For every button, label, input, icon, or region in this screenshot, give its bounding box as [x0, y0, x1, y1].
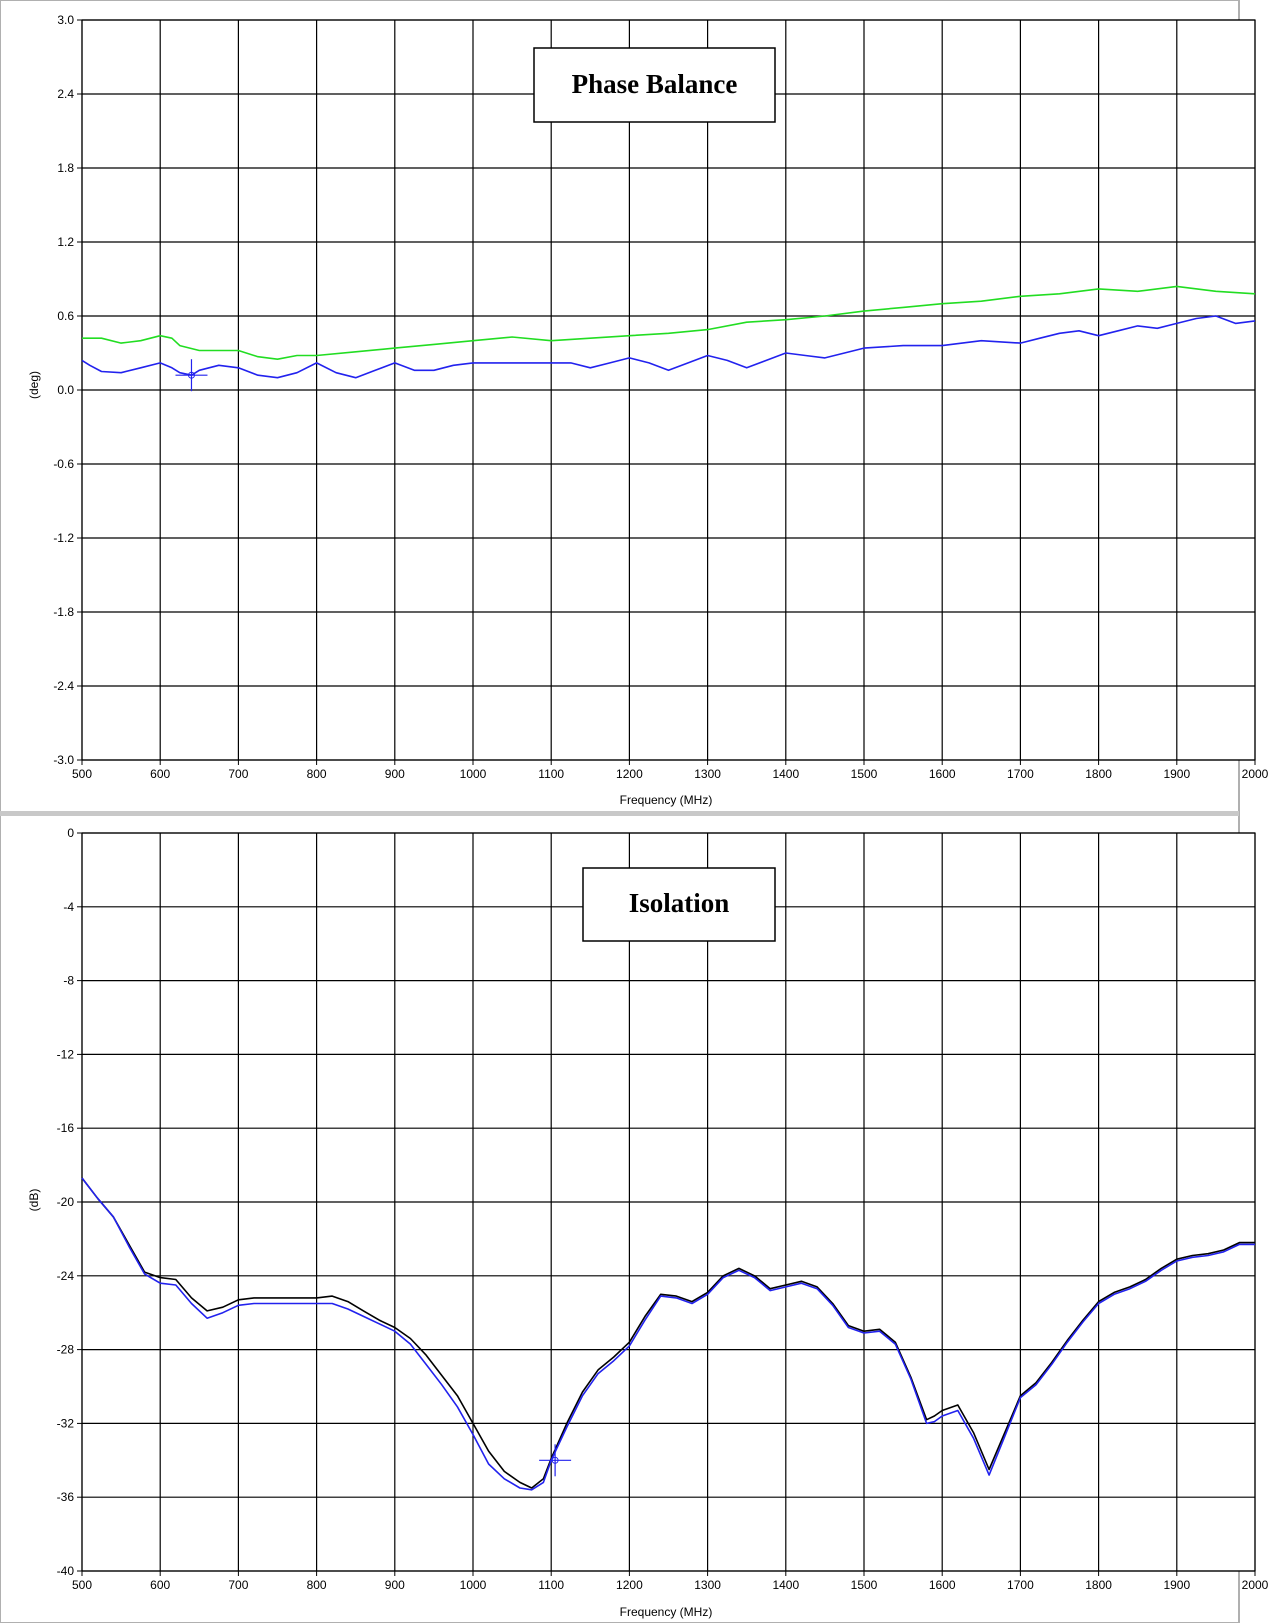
x-tick-label: 1300: [694, 1578, 721, 1592]
x-tick-label: 1200: [616, 1578, 643, 1592]
phase-balance-panel: 500 600 700 800 900 1000 1100 1200 1300 1400 1500 1…: [27, 13, 1269, 807]
phase-balance-cursor[interactable]: [175, 359, 208, 392]
phase-balance-title-frame: [533, 47, 776, 123]
x-tick-label: 500: [72, 1578, 92, 1592]
y-tick-label: -16: [57, 1121, 75, 1135]
isolation-cursor[interactable]: [539, 1444, 572, 1477]
y-tick-label: -40: [57, 1564, 75, 1578]
y-tick-label: -1.8: [53, 605, 74, 619]
phase-balance-title: Phase Balance: [572, 69, 738, 99]
y-tick-label: -1.2: [53, 531, 74, 545]
isolation-grid: [81, 832, 1256, 1572]
x-tick-label: 1500: [851, 767, 878, 781]
x-tick-label: 1800: [1085, 767, 1112, 781]
y-tick-label: -12: [57, 1047, 75, 1061]
x-tick-label: 1600: [929, 1578, 956, 1592]
x-tick-label: 1200: [616, 767, 643, 781]
phase-balance-series: [81, 285, 1256, 379]
y-tick-label: 0.6: [57, 309, 74, 323]
phase-balance-ylabel: (deg): [27, 371, 41, 399]
y-tick-label: 1.2: [57, 235, 74, 249]
x-tick-label: 1300: [694, 767, 721, 781]
y-tick-label: 2.4: [57, 87, 74, 101]
y-tick-label: -36: [57, 1490, 75, 1504]
isolation-panel: 500 600 700 800 900 1000 1100 1200 1300 1400 1500 1…: [27, 826, 1269, 1619]
x-tick-label: 800: [307, 1578, 327, 1592]
isolation-title-frame: [582, 867, 776, 942]
x-tick-label: 2000: [1242, 1578, 1269, 1592]
x-tick-label: 1800: [1085, 1578, 1112, 1592]
y-tick-label: 1.8: [57, 161, 74, 175]
x-tick-label: 1000: [460, 767, 487, 781]
isolation-title-box: Isolation: [582, 867, 776, 942]
y-tick-label: -8: [63, 974, 74, 988]
x-tick-label: 1600: [929, 767, 956, 781]
x-tick-label: 2000: [1242, 767, 1269, 781]
x-tick-label: 1400: [772, 767, 799, 781]
x-tick-label: 600: [150, 767, 170, 781]
isolation-title: Isolation: [629, 888, 730, 918]
y-tick-label: -28: [57, 1343, 75, 1357]
isolation-ylabel: (dB): [27, 1189, 41, 1212]
phase-balance-grid: [81, 19, 1256, 761]
y-tick-label: 3.0: [57, 13, 74, 27]
x-tick-label: 1900: [1163, 767, 1190, 781]
y-tick-label: 0: [67, 826, 74, 840]
phase-balance-ticks: 500 600 700 800 900 1000 1100 1200 1300 1400 1500 1…: [53, 13, 1268, 781]
x-tick-label: 1400: [772, 1578, 799, 1592]
x-tick-label: 800: [307, 767, 327, 781]
series-line-1: [81, 1177, 1255, 1489]
x-tick-label: 900: [385, 767, 405, 781]
x-tick-label: 1700: [1007, 1578, 1034, 1592]
y-tick-label: -4: [63, 900, 74, 914]
x-tick-label: 1100: [538, 767, 564, 781]
x-tick-label: 500: [72, 767, 92, 781]
x-tick-label: 700: [228, 1578, 248, 1592]
phase-balance-title-box: Phase Balance: [533, 47, 776, 123]
x-tick-label: 1500: [851, 1578, 878, 1592]
y-tick-label: -20: [57, 1195, 75, 1209]
x-tick-label: 700: [228, 767, 248, 781]
phase-balance-xlabel: Frequency (MHz): [620, 793, 713, 807]
x-tick-label: 1000: [460, 1578, 487, 1592]
isolation-series: [81, 1177, 1255, 1491]
cursor-marker[interactable]: [551, 1456, 559, 1464]
y-tick-label: -2.4: [53, 679, 74, 693]
cursor-marker[interactable]: [187, 371, 195, 379]
series-line-2: [81, 315, 1256, 379]
y-tick-label: -32: [57, 1416, 75, 1430]
y-tick-label: 0.0: [57, 383, 74, 397]
x-tick-label: 600: [150, 1578, 170, 1592]
series-line-1: [82, 285, 1256, 361]
series-line-2: [81, 1177, 1255, 1491]
y-tick-label: -3.0: [53, 753, 74, 767]
y-tick-label: -24: [57, 1269, 75, 1283]
panel-divider: [0, 811, 1239, 816]
y-tick-label: -0.6: [53, 457, 74, 471]
x-tick-label: 1700: [1007, 767, 1034, 781]
isolation-ticks: 500 600 700 800 900 1000 1100 1200 1300 1400 1500 1…: [57, 826, 1269, 1592]
isolation-xlabel: Frequency (MHz): [620, 1605, 713, 1619]
x-tick-label: 1100: [538, 1578, 564, 1592]
x-tick-label: 1900: [1163, 1578, 1190, 1592]
x-tick-label: 900: [385, 1578, 405, 1592]
